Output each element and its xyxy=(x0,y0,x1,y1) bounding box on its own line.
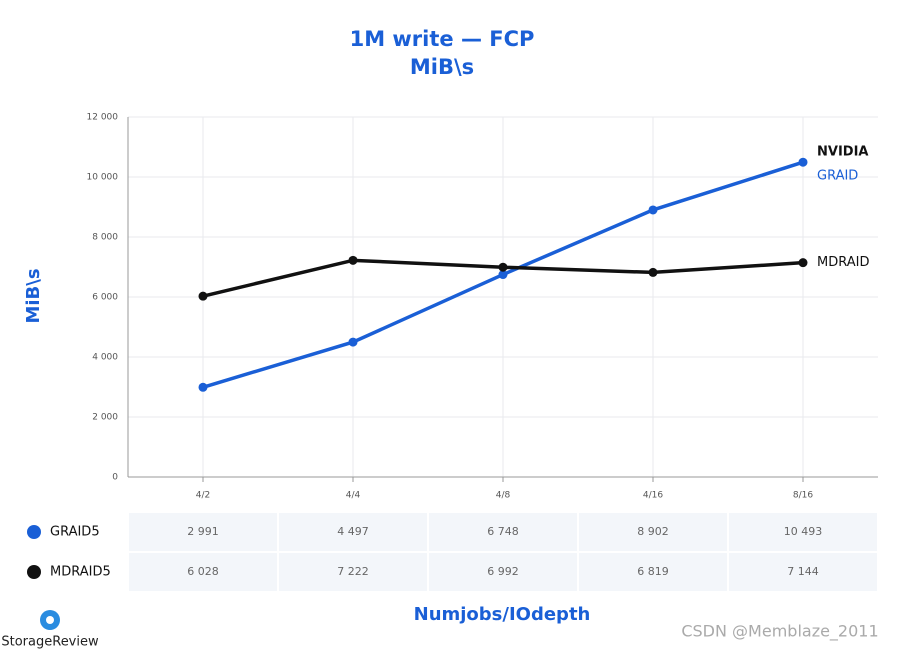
table-cell xyxy=(129,513,277,551)
point xyxy=(198,291,208,301)
y-tick-label: 2 000 xyxy=(92,413,118,423)
chart-title: 1M write — FCP xyxy=(350,27,535,51)
y-tick-label: 0 xyxy=(112,473,118,483)
x-tick-label: 4/16 xyxy=(643,491,663,501)
table-cell xyxy=(729,553,877,591)
legend-marker xyxy=(27,565,41,579)
point xyxy=(798,157,808,167)
table-cell xyxy=(579,553,727,591)
table-value: 4 497 xyxy=(337,525,369,538)
table-value: 7 144 xyxy=(787,565,819,578)
chart-subtitle: MiB\s xyxy=(410,55,474,79)
table-value: 6 992 xyxy=(487,565,519,578)
source-logo-hole xyxy=(46,616,54,624)
point xyxy=(648,267,658,277)
point xyxy=(198,382,208,392)
point xyxy=(648,205,658,215)
table-cell xyxy=(129,553,277,591)
legend-marker xyxy=(27,525,41,539)
table-cell xyxy=(729,513,877,551)
series-end-label: MDRAID xyxy=(817,255,869,270)
point xyxy=(498,270,508,280)
x-tick-label: 4/4 xyxy=(346,491,361,501)
table-value: 6 028 xyxy=(187,565,219,578)
y-tick-label: 12 000 xyxy=(87,113,119,123)
table-value: 2 991 xyxy=(187,525,219,538)
point xyxy=(498,262,508,272)
y-tick-label: 10 000 xyxy=(87,173,119,183)
x-tick-label: 4/2 xyxy=(196,491,210,501)
table-value: 10 493 xyxy=(784,525,823,538)
table-cell xyxy=(429,513,577,551)
table-value: 8 902 xyxy=(637,525,669,538)
legend-label: MDRAID5 xyxy=(50,565,111,580)
y-tick-label: 4 000 xyxy=(92,353,118,363)
series-end-label: GRAID xyxy=(817,169,858,184)
watermark: CSDN @Memblaze_2011 xyxy=(681,622,878,642)
point xyxy=(348,337,358,347)
source: StorageReview xyxy=(1,635,99,650)
point xyxy=(348,255,358,265)
x-tick-label: 8/16 xyxy=(793,491,813,501)
table-value: 6 748 xyxy=(487,525,519,538)
y-tick-label: 6 000 xyxy=(92,293,118,303)
table-value: 6 819 xyxy=(637,565,669,578)
table-cell xyxy=(429,553,577,591)
table-cell xyxy=(279,513,427,551)
table-cell xyxy=(579,513,727,551)
x-tick-label: 4/8 xyxy=(496,491,511,501)
y-axis-title: MiB\s xyxy=(23,268,44,323)
y-tick-label: 8 000 xyxy=(92,233,118,243)
table-value: 7 222 xyxy=(337,565,369,578)
legend-label: GRAID5 xyxy=(50,525,100,540)
x-axis-title: Numjobs/IOdepth xyxy=(414,604,591,625)
point xyxy=(798,258,808,268)
table-cell xyxy=(279,553,427,591)
series-end-label: NVIDIA xyxy=(817,145,868,160)
